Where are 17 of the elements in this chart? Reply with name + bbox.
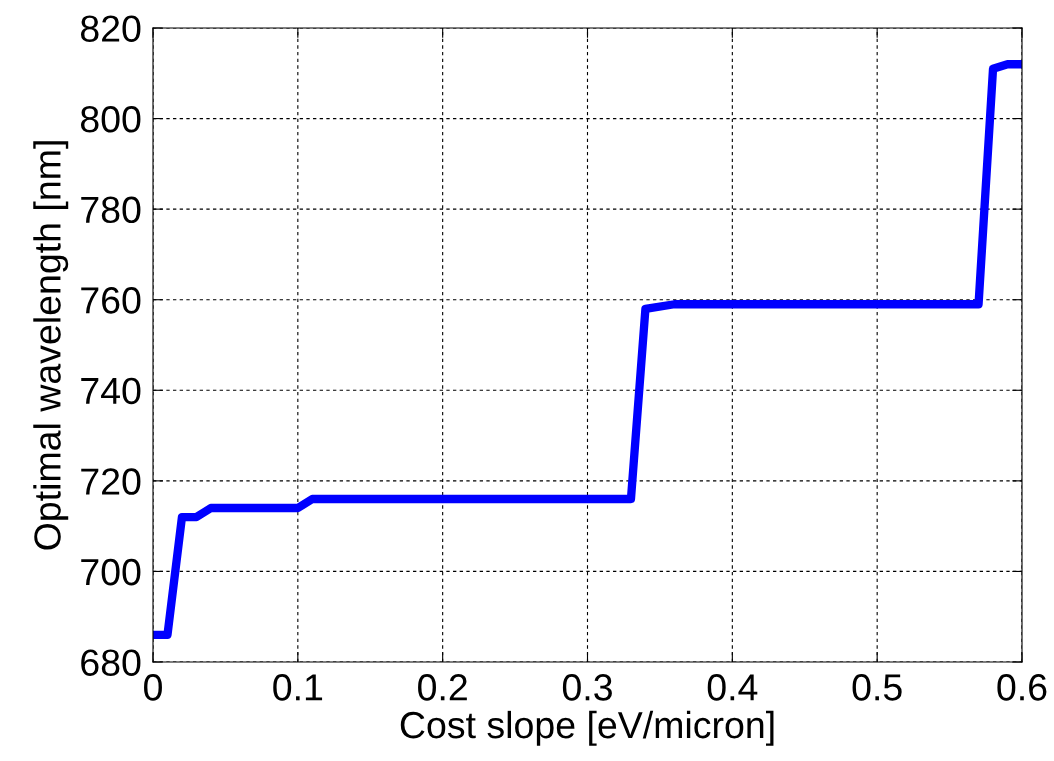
x-tick-label: 0.1 [273, 674, 323, 701]
y-tick-label: 760 [81, 287, 141, 314]
y-tick-label: 720 [81, 468, 141, 495]
x-tick-label: 0 [144, 674, 162, 701]
y-tick-label: 800 [80, 105, 141, 133]
y-tick-label: 740 [81, 377, 141, 405]
x-axis-title: Cost slope [eV/micron] [400, 710, 774, 746]
x-tick-label: 0.2 [418, 674, 467, 701]
y-tick-label: 680 [81, 649, 141, 676]
x-tick-label: 0.5 [852, 674, 902, 701]
y-tick-label: 780 [81, 196, 141, 224]
x-tick-label: 0.4 [707, 674, 758, 701]
x-tick-label: 0.3 [562, 674, 612, 701]
y-axis-title: Optimal wavelength [nm] [33, 141, 69, 550]
y-tick-label: 700 [81, 558, 141, 586]
y-tick-label: 820 [80, 15, 141, 42]
x-tick-label: 0.6 [997, 674, 1047, 701]
